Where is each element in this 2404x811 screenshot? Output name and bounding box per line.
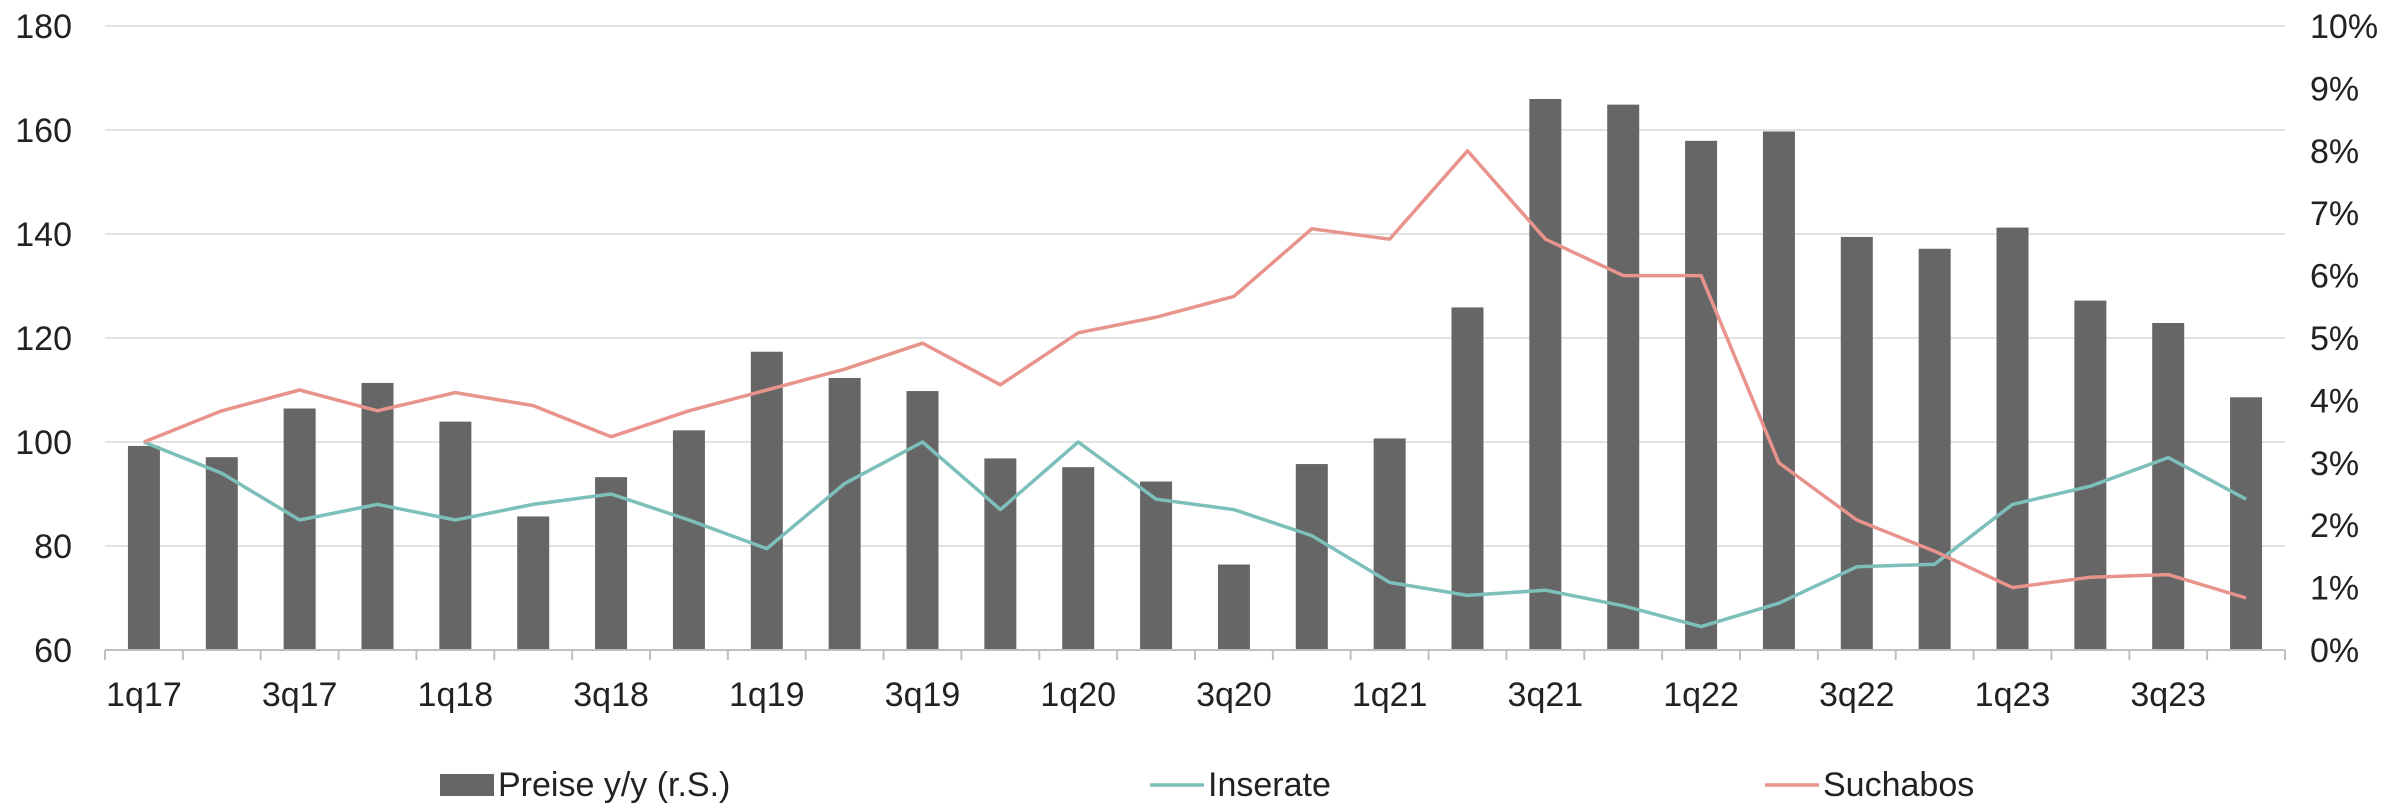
x-tick-label: 3q18: [573, 676, 649, 714]
bar: [1762, 131, 1795, 650]
bar: [750, 351, 783, 650]
bar-series-preise: [127, 99, 2263, 651]
legend-label: Inserate: [1208, 766, 1331, 804]
y-right-tick-label: 10%: [2310, 8, 2378, 46]
y-right-tick-label: 7%: [2310, 195, 2359, 233]
bar: [1295, 464, 1328, 650]
bar: [205, 457, 238, 650]
y-right-tick-label: 3%: [2310, 445, 2359, 483]
bar: [828, 377, 861, 650]
bar: [1607, 104, 1640, 650]
y-right-tick-label: 2%: [2310, 507, 2359, 545]
x-tick-label: 3q20: [1196, 676, 1272, 714]
bar: [1685, 140, 1718, 651]
y-right-tick-label: 0%: [2310, 632, 2359, 670]
x-tick-label: 3q17: [262, 676, 338, 714]
y-left-tick-label: 140: [15, 216, 72, 254]
legend-label: Suchabos: [1823, 766, 1974, 804]
y-left-tick-label: 120: [15, 320, 72, 358]
bar: [1062, 467, 1095, 650]
y-left-tick-label: 180: [15, 8, 72, 46]
x-tick-label: 1q18: [418, 676, 494, 714]
x-tick-label: 3q22: [1819, 676, 1895, 714]
legend-swatch-preise-y-y-r-s-: [440, 774, 494, 796]
y-left-tick-label: 80: [34, 528, 72, 566]
bar: [672, 430, 705, 650]
bar: [1217, 564, 1250, 650]
bar: [2074, 300, 2107, 650]
bar: [1451, 307, 1484, 650]
x-tick-label: 1q22: [1663, 676, 1739, 714]
x-axis-ticks: 1q17 3q17 1q18 3q18 1q19 3q19 1q20 3q20 1q21 3q21…: [106, 676, 2206, 714]
bar: [361, 382, 394, 650]
bar: [1373, 438, 1406, 650]
bar: [1918, 248, 1951, 650]
y-right-tick-label: 4%: [2310, 382, 2359, 420]
x-tick-label: 1q17: [106, 676, 182, 714]
legend-label: Preise y/y (r.S.): [498, 766, 730, 804]
y-right-tick-label: 5%: [2310, 320, 2359, 358]
x-tick-label: 1q23: [1975, 676, 2051, 714]
bar: [517, 516, 550, 650]
y-right-tick-label: 9%: [2310, 70, 2359, 108]
y-left-tick-label: 60: [34, 632, 72, 670]
y-right-tick-label: 6%: [2310, 258, 2359, 296]
legend: Preise y/y (r.S.) Inserate Suchabos: [440, 766, 1974, 804]
line-inserate: [143, 440, 2247, 629]
right-axis-ticks: 0% 1% 2% 3% 4% 5% 6% 7% 8% 9% 10%: [2310, 8, 2378, 670]
y-left-tick-label: 100: [15, 424, 72, 462]
x-tick-label: 3q21: [1508, 676, 1584, 714]
gridlines: [105, 25, 2285, 547]
y-right-tick-label: 8%: [2310, 133, 2359, 171]
x-tick-label: 3q19: [885, 676, 961, 714]
bar: [984, 458, 1017, 650]
bar: [439, 421, 472, 650]
bar: [127, 445, 160, 650]
bar: [1529, 99, 1562, 651]
bar: [1996, 227, 2029, 650]
axes: [104, 649, 2286, 660]
bar: [595, 477, 628, 650]
x-tick-label: 1q20: [1040, 676, 1116, 714]
bar: [2230, 397, 2263, 650]
x-tick-label: 1q21: [1352, 676, 1428, 714]
line-series: [143, 149, 2247, 629]
bar: [2152, 323, 2185, 650]
x-tick-label: 1q19: [729, 676, 805, 714]
bar: [1140, 481, 1173, 650]
left-axis-ticks: 60 80 100 120 140 160 180: [15, 8, 72, 670]
x-tick-label: 3q23: [2130, 676, 2206, 714]
y-left-tick-label: 160: [15, 112, 72, 150]
bar: [1840, 236, 1873, 651]
y-right-tick-label: 1%: [2310, 570, 2359, 608]
bar: [283, 408, 316, 650]
bar: [906, 391, 939, 650]
line-suchabos: [143, 149, 2247, 600]
